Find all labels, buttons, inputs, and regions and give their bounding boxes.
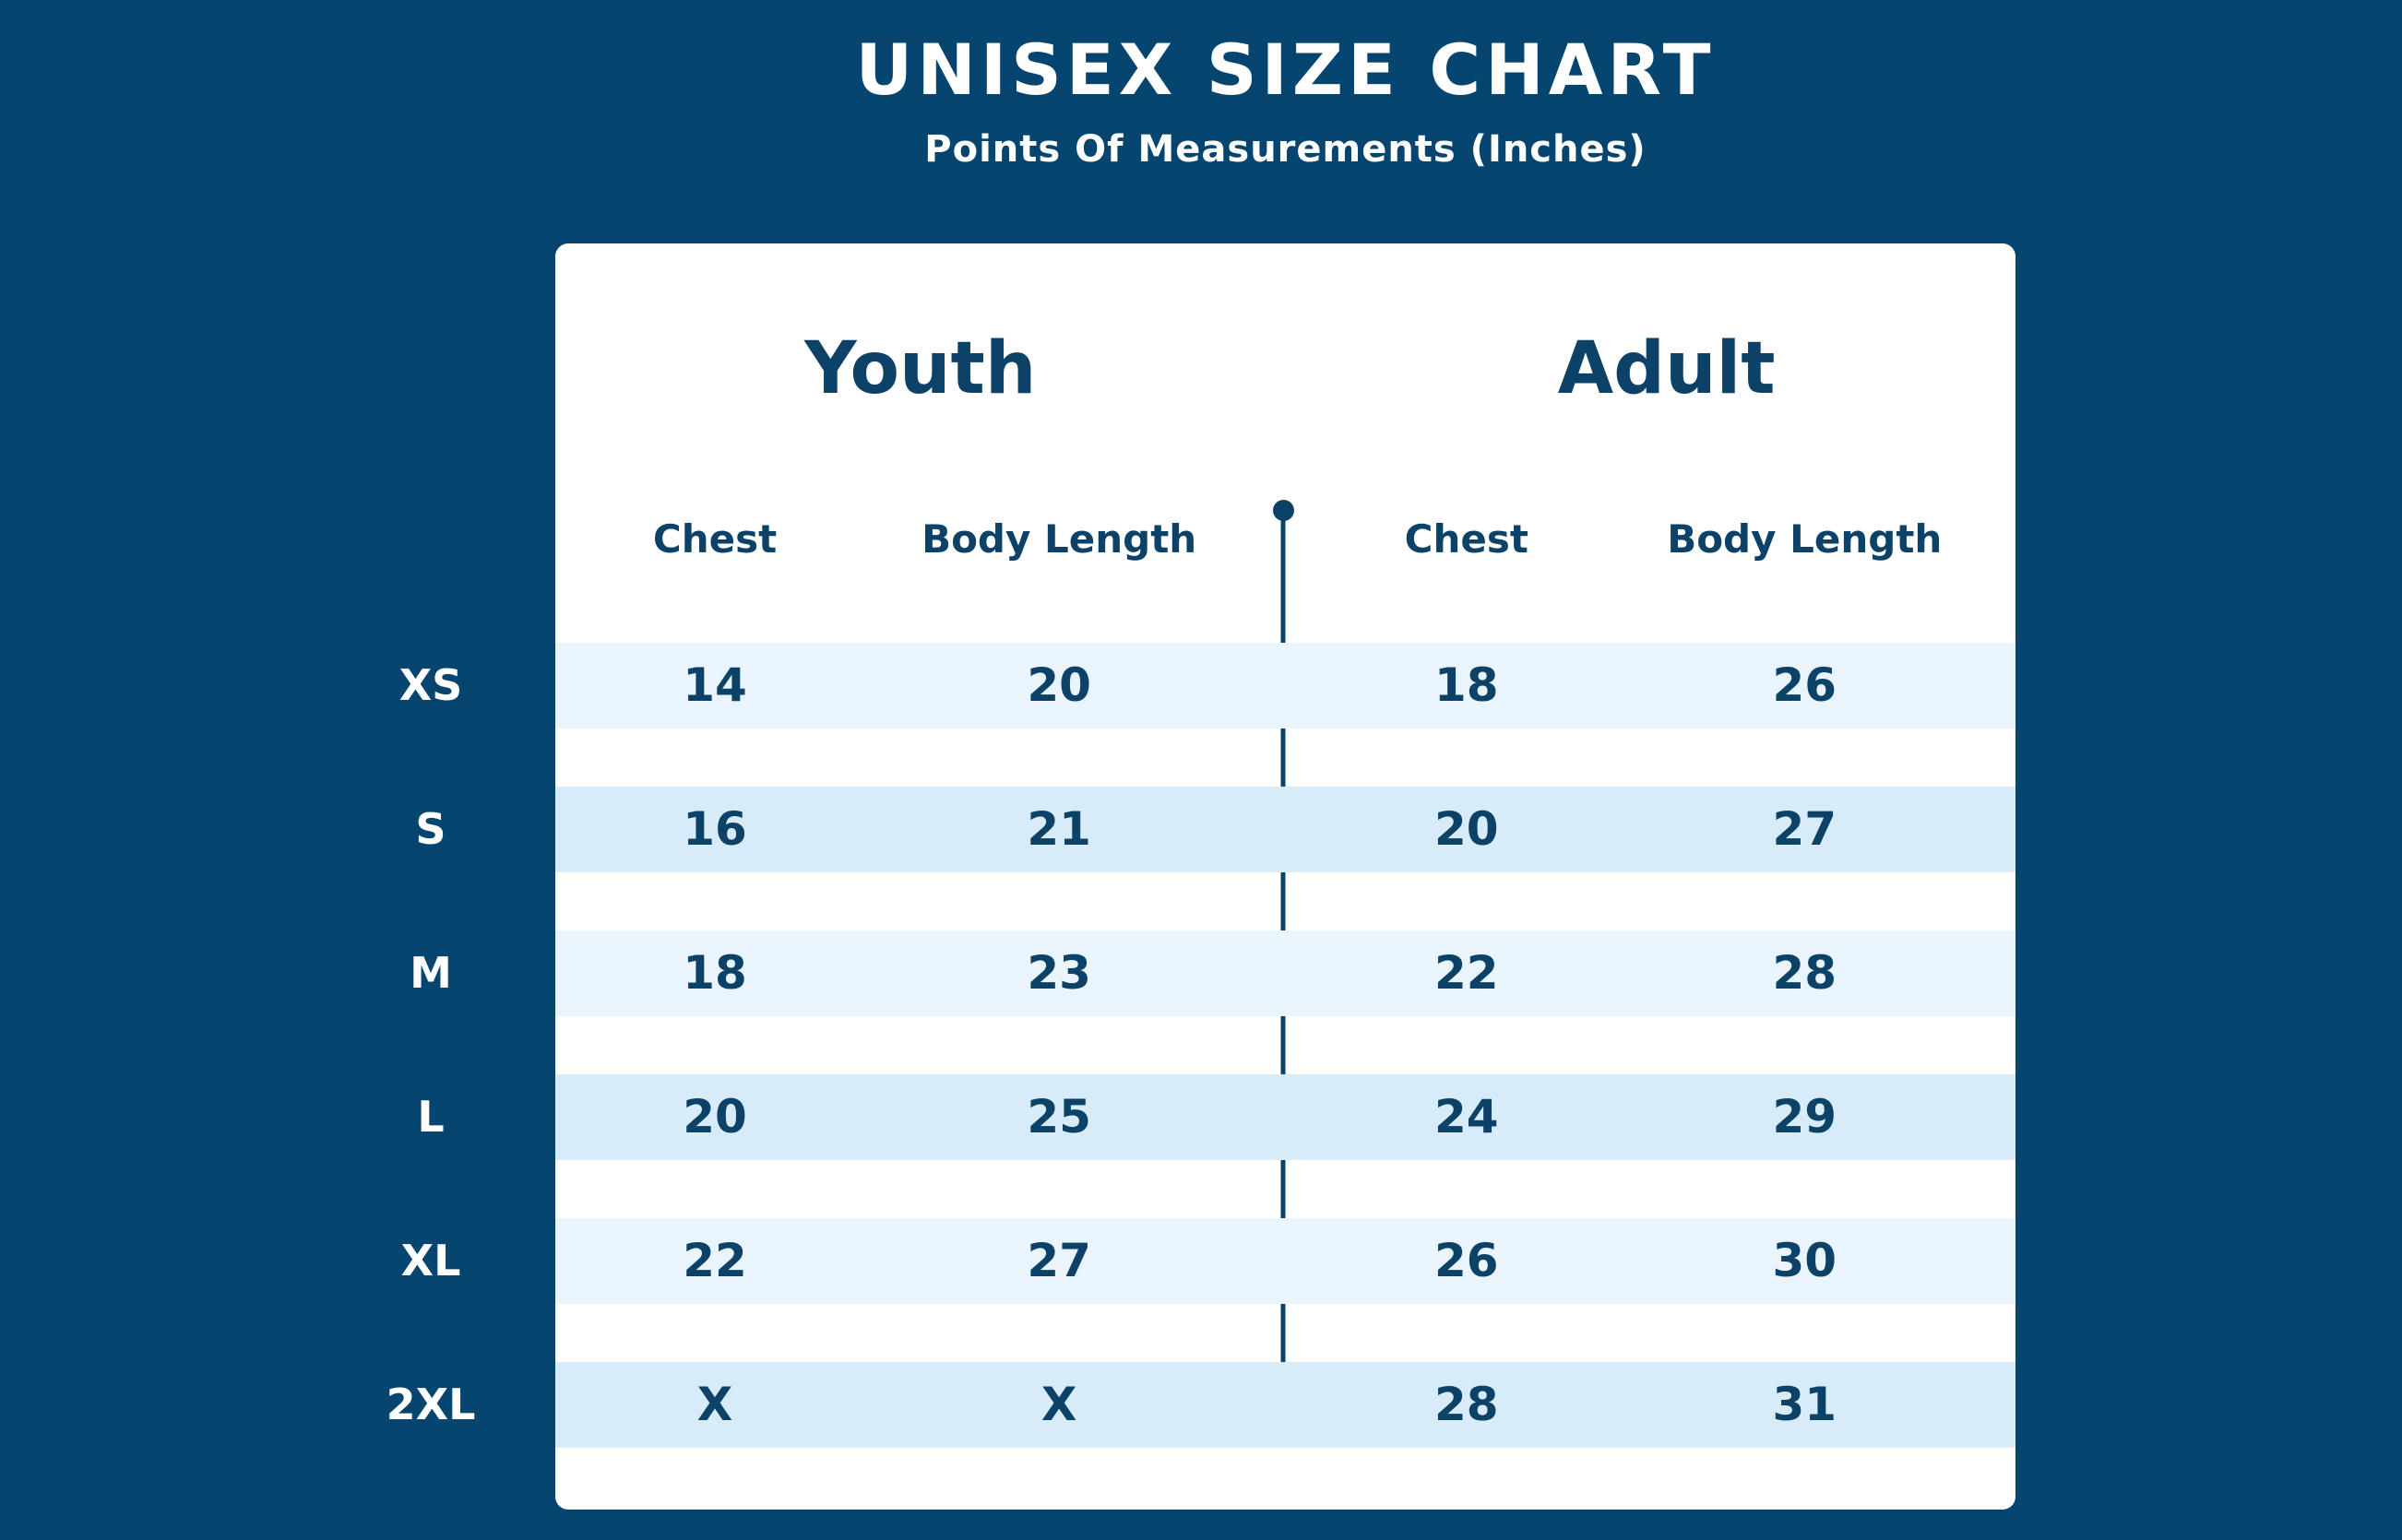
cell-youth-chest: 14	[683, 658, 747, 712]
size-label-l: L	[417, 1092, 445, 1142]
table-row-m: 18 23 22 28	[555, 930, 2016, 1016]
col-header-youth-chest: Chest	[652, 516, 778, 562]
cell-youth-chest: 22	[683, 1234, 747, 1287]
group-header-row: Youth Adult	[555, 332, 2016, 406]
cell-adult-chest: 18	[1433, 658, 1499, 712]
col-header-adult-chest: Chest	[1404, 516, 1528, 562]
table-row-2xl: X X 28 31	[555, 1362, 2016, 1448]
cell-adult-chest: 26	[1433, 1234, 1499, 1287]
cell-youth-chest: 18	[683, 946, 747, 1000]
page-subtitle: Points Of Measurements (Inches)	[924, 128, 1647, 171]
page-title: UNISEX SIZE CHART	[855, 29, 1716, 111]
cell-youth-chest: X	[696, 1378, 733, 1431]
cell-adult-chest: 28	[1433, 1378, 1499, 1431]
cell-youth-body-length: 25	[1027, 1090, 1091, 1143]
cell-adult-chest: 24	[1433, 1090, 1499, 1143]
table-row-l: 20 25 24 29	[555, 1074, 2016, 1160]
size-label-m: M	[410, 948, 452, 998]
size-chart-card: Youth Adult Chest Body Length Chest Body…	[555, 243, 2016, 1510]
size-label-xl: XL	[400, 1236, 461, 1285]
table-body: 14 20 18 26 16 21 20 27 18 23 22 28 20 2…	[555, 643, 2016, 1506]
cell-youth-body-length: X	[1040, 1378, 1077, 1431]
cell-adult-body-length: 30	[1772, 1234, 1837, 1287]
page-header: UNISEX SIZE CHART Points Of Measurements…	[555, 0, 2016, 171]
size-label-column: XS S M L XL 2XL	[337, 643, 525, 1506]
size-label-2xl: 2XL	[386, 1380, 476, 1429]
table-row-xl: 22 27 26 30	[555, 1218, 2016, 1304]
cell-adult-chest: 22	[1433, 946, 1499, 1000]
divider-dot	[1272, 500, 1294, 521]
size-label-xs: XS	[398, 660, 463, 710]
group-header-youth: Youth	[804, 327, 1037, 410]
cell-youth-chest: 16	[683, 802, 747, 856]
cell-adult-chest: 20	[1433, 802, 1499, 856]
cell-youth-chest: 20	[683, 1090, 747, 1143]
cell-adult-body-length: 26	[1772, 658, 1837, 712]
cell-adult-body-length: 27	[1772, 802, 1837, 856]
group-header-adult: Adult	[1557, 327, 1776, 410]
cell-youth-body-length: 20	[1027, 658, 1091, 712]
table-row-xs: 14 20 18 26	[555, 643, 2016, 729]
cell-youth-body-length: 21	[1027, 802, 1091, 856]
table-row-s: 16 21 20 27	[555, 787, 2016, 872]
col-header-adult-body-length: Body Length	[1667, 516, 1943, 562]
cell-adult-body-length: 31	[1772, 1378, 1837, 1431]
column-header-row: Chest Body Length Chest Body Length	[555, 498, 2016, 581]
cell-youth-body-length: 27	[1027, 1234, 1091, 1287]
cell-adult-body-length: 29	[1772, 1090, 1837, 1143]
cell-adult-body-length: 28	[1772, 946, 1837, 1000]
col-header-youth-body-length: Body Length	[922, 516, 1197, 562]
size-label-s: S	[415, 804, 446, 854]
cell-youth-body-length: 23	[1027, 946, 1091, 1000]
